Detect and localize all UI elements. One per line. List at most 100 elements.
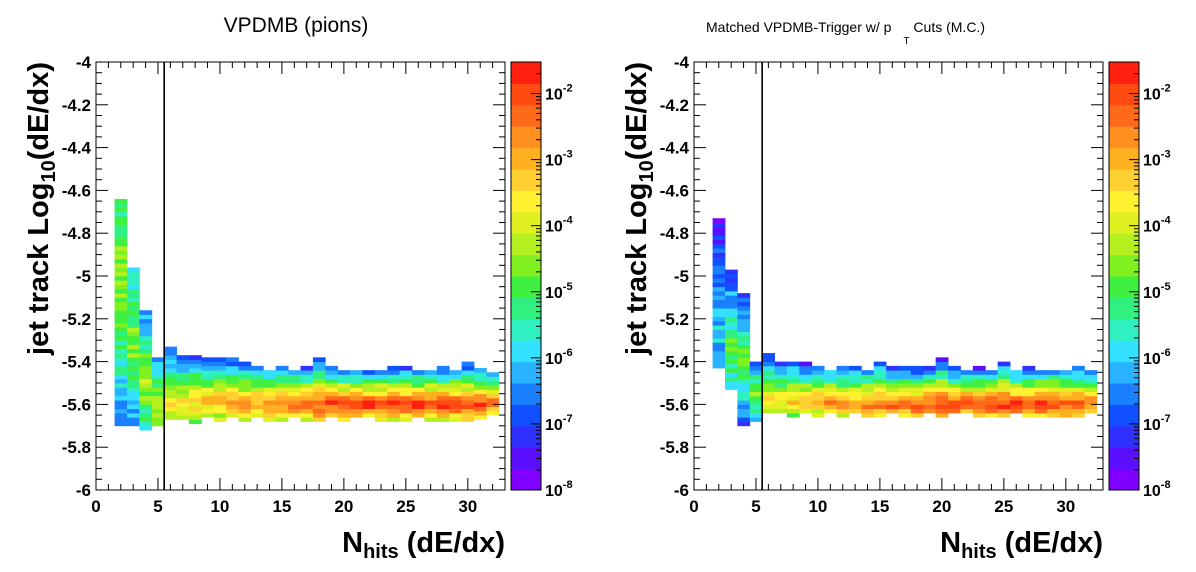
heatmap-cell — [337, 383, 351, 388]
heatmap-cell — [449, 378, 463, 384]
palette-label: 10-6 — [545, 347, 573, 368]
heatmap-cell — [114, 348, 128, 354]
heatmap-cell — [151, 400, 165, 405]
heatmap-cell — [126, 344, 140, 350]
heatmap-cell — [1010, 374, 1023, 380]
heatmap-cell — [712, 303, 726, 309]
heatmap-cell — [997, 391, 1011, 397]
heatmap-cell — [799, 391, 813, 397]
heatmap-cell — [362, 408, 376, 414]
heatmap-cell — [126, 374, 140, 380]
heatmap-cell — [176, 402, 190, 407]
heatmap-cell — [139, 387, 153, 392]
heatmap-cell — [1010, 383, 1023, 388]
heatmap-cell — [935, 404, 949, 410]
heatmap-cell — [749, 365, 763, 371]
heatmap-cell — [362, 395, 376, 401]
heatmap-cell — [325, 408, 339, 414]
palette-band — [511, 468, 541, 491]
y-tick-label: -4.6 — [62, 181, 91, 200]
heatmap-cell — [399, 365, 413, 371]
heatmap-cell — [337, 412, 351, 418]
heatmap-cell — [176, 359, 190, 365]
heatmap-cell — [848, 404, 862, 410]
palette-label-base: 10 — [545, 351, 563, 368]
heatmap-cell — [374, 395, 388, 401]
heatmap-cell — [114, 250, 128, 255]
heatmap-cell — [1059, 387, 1073, 392]
x-tick-label: 10 — [210, 497, 229, 516]
heatmap-cell — [848, 383, 862, 388]
heatmap-cell — [300, 408, 314, 414]
heatmap-cell — [737, 310, 751, 315]
heatmap-cell — [886, 391, 899, 397]
heatmap-cell — [474, 380, 487, 386]
heatmap-cell — [424, 378, 438, 384]
palette-band — [1109, 190, 1139, 213]
heatmap-cell — [139, 361, 153, 367]
palette-band — [1109, 126, 1139, 149]
heatmap-cell — [139, 421, 153, 427]
heatmap-cell — [1022, 408, 1036, 414]
heatmap-cell — [126, 314, 140, 320]
heatmap-cell — [948, 365, 961, 371]
heatmap-cell — [312, 391, 326, 397]
heatmap-cell — [461, 395, 475, 401]
heatmap-cell — [114, 344, 128, 350]
palette-band — [1109, 62, 1139, 84]
palette-label: 10-5 — [545, 281, 573, 302]
heatmap-cell — [126, 310, 140, 315]
heatmap-cell — [799, 383, 813, 388]
heatmap-cell — [824, 404, 837, 410]
heatmap-cell — [350, 404, 363, 410]
heatmap-cell — [737, 383, 751, 388]
heatmap-cell — [275, 412, 289, 418]
heatmap-cell — [1047, 395, 1061, 401]
heatmap-cell — [424, 412, 438, 418]
heatmap-cell — [910, 395, 924, 401]
heatmap-cell — [300, 387, 314, 392]
heatmap-cell — [948, 400, 961, 405]
heatmap-cell — [486, 389, 500, 395]
heatmap-cell — [1072, 374, 1085, 380]
palette-band — [1109, 254, 1139, 277]
heatmap-cell — [139, 408, 153, 414]
heatmap-cell — [288, 383, 301, 388]
heatmap-cell — [164, 350, 177, 356]
heatmap-cell — [935, 378, 949, 384]
palette-label: 10-8 — [1143, 479, 1171, 500]
heatmap-cell — [226, 370, 239, 375]
heatmap-cell — [139, 340, 153, 345]
heatmap-cell — [1059, 391, 1073, 397]
heatmap-cell — [474, 385, 487, 390]
heatmap-cell — [374, 412, 388, 418]
heatmap-cell — [486, 380, 500, 386]
palette-band — [511, 383, 541, 405]
heatmap-cell — [399, 391, 413, 397]
heatmap-cell — [997, 412, 1011, 418]
heatmap-cell — [350, 395, 363, 401]
heatmap-cell — [762, 370, 775, 375]
heatmap-cell — [399, 383, 413, 388]
heatmap-cell — [275, 395, 289, 401]
heatmap-cell — [461, 400, 475, 405]
heatmap-cell — [449, 395, 463, 401]
heatmap-cell — [114, 408, 128, 414]
heatmap-cell — [114, 323, 128, 328]
heatmap-cell — [886, 395, 899, 401]
heatmap-cell — [114, 288, 128, 294]
heatmap-cell — [774, 365, 788, 371]
heatmap-cell — [188, 376, 202, 382]
heatmap-cell — [836, 383, 850, 388]
x-tick-label: 25 — [396, 497, 415, 516]
heatmap-cell — [1072, 412, 1085, 418]
heatmap-cell — [461, 383, 475, 388]
heatmap-cell — [712, 218, 726, 223]
y-tick-label: -5 — [674, 267, 689, 286]
heatmap-cell — [176, 372, 190, 377]
y-tick-label: -5.2 — [62, 310, 91, 329]
heatmap-cell — [774, 387, 788, 392]
palette-band — [1109, 404, 1139, 427]
heatmap-cell — [188, 385, 202, 390]
x-tick-label: 0 — [91, 497, 100, 516]
